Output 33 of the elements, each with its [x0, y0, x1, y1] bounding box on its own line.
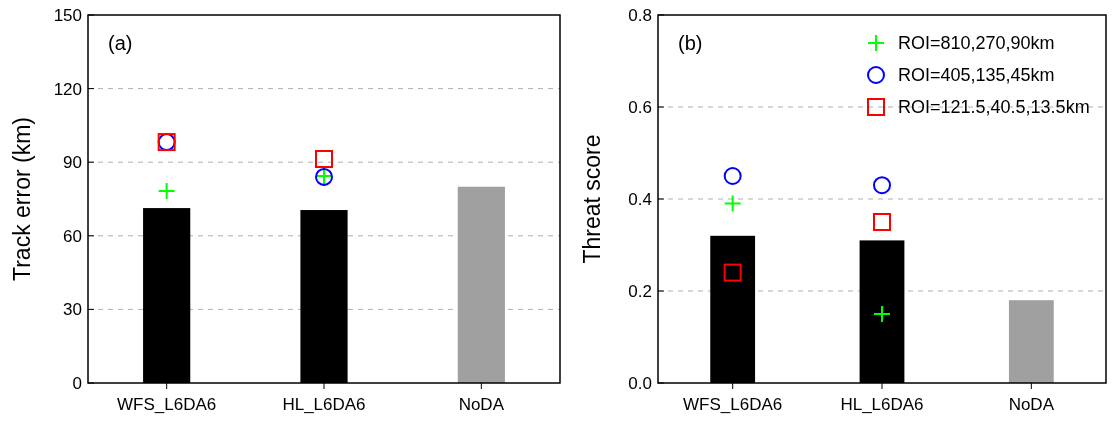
- x-tick-label: WFS_L6DA6: [117, 395, 217, 414]
- x-tick-label: HL_L6DA6: [840, 395, 924, 414]
- y-tick-label: 0.4: [628, 189, 652, 209]
- y-tick-label: 120: [53, 79, 82, 99]
- point: [723, 263, 742, 282]
- y-axis-title: Threat score: [579, 134, 605, 264]
- point: [157, 181, 176, 200]
- legend-label: ROI=121.5,40.5,13.5km: [898, 97, 1090, 118]
- y-tick-label: 0.8: [628, 5, 652, 25]
- annotation: (b): [678, 32, 703, 54]
- bar: [1008, 300, 1054, 383]
- annotation: (a): [108, 32, 133, 54]
- legend-label: ROI=405,135,45km: [898, 65, 1055, 86]
- x-tick-label: WFS_L6DA6: [683, 395, 783, 414]
- point: [873, 213, 891, 231]
- point: [315, 150, 333, 169]
- y-tick-label: 60: [63, 226, 82, 246]
- legend-label: ROI=810,270,90km: [898, 33, 1055, 54]
- y-tick-label: 0: [72, 373, 82, 393]
- y-tick-label: 0.0: [628, 373, 652, 393]
- y-tick-label: 30: [63, 300, 82, 320]
- y-tick-label: 150: [53, 5, 82, 25]
- x-tick-label: NoDA: [458, 395, 505, 414]
- y-axis-title: Track error (km): [9, 117, 35, 281]
- y-tick-label: 0.2: [628, 281, 652, 301]
- y-tick-label: 0.6: [628, 97, 652, 117]
- x-tick-label: NoDA: [1008, 395, 1055, 414]
- point: [873, 176, 891, 195]
- point: [873, 305, 891, 323]
- y-tick-label: 90: [63, 153, 82, 173]
- x-tick-label: HL_L6DA6: [282, 395, 366, 414]
- point: [723, 167, 742, 185]
- point: [723, 194, 742, 213]
